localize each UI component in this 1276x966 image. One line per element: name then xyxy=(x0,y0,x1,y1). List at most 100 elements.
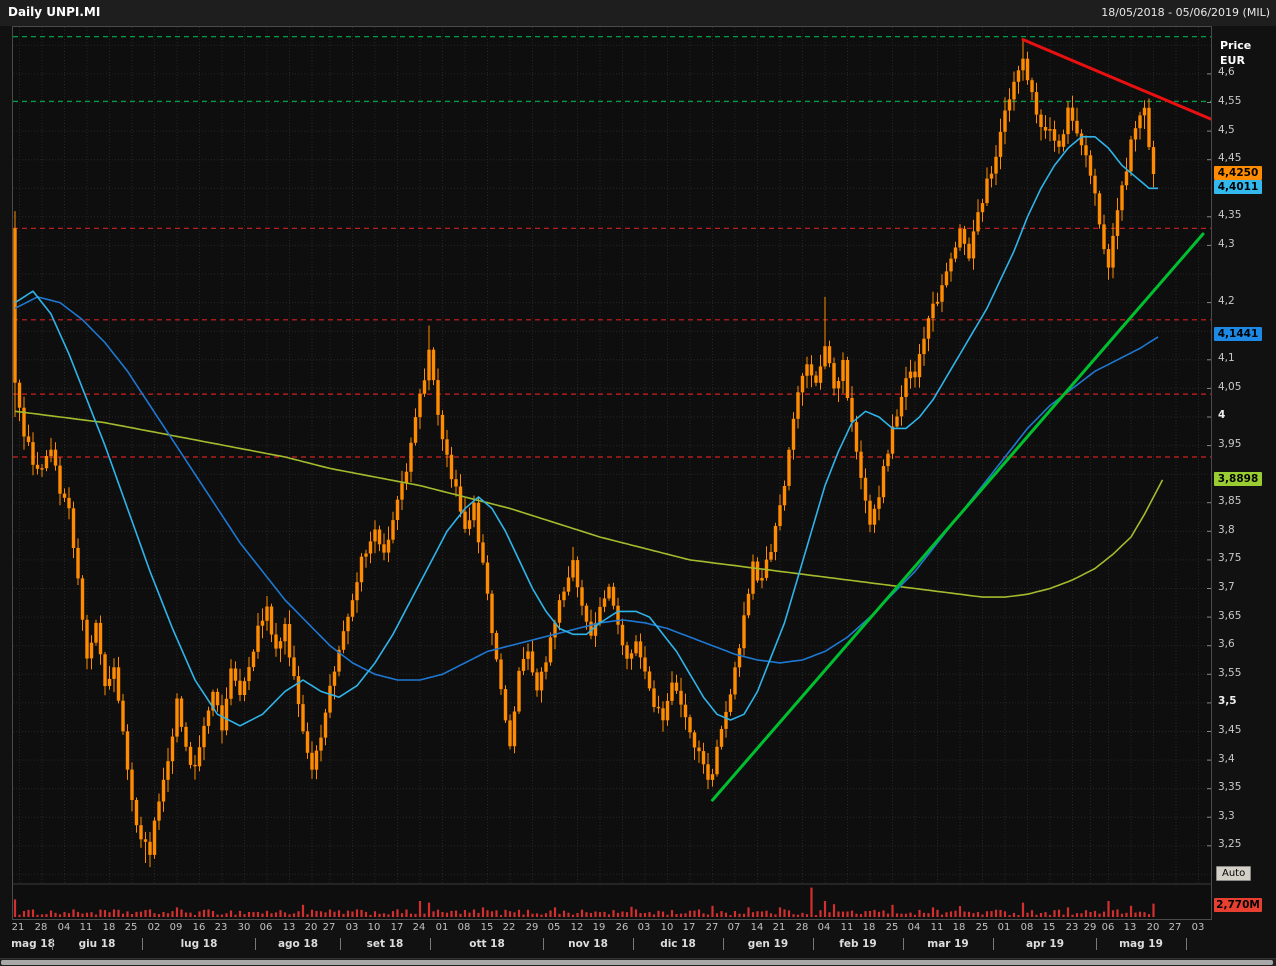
date-tick-label: 13 xyxy=(1123,922,1137,933)
price-tick-label: 4 xyxy=(1218,409,1226,421)
month-label: lug 18 xyxy=(180,938,218,950)
date-tick-label: 18 xyxy=(862,922,876,933)
month-separator xyxy=(1186,938,1187,950)
month-separator xyxy=(1096,938,1097,950)
month-separator xyxy=(142,938,143,950)
date-tick-label: 18 xyxy=(102,922,116,933)
date-tick-label: 25 xyxy=(885,922,899,933)
uptrend-line[interactable] xyxy=(711,232,1205,802)
ma-slow-badge: 3,8898 xyxy=(1214,472,1262,486)
price-tick-label: 3,4 xyxy=(1218,753,1235,765)
price-tick-label: 4,5 xyxy=(1218,124,1235,136)
date-tick-label: 03 xyxy=(1191,922,1205,933)
resistance-levels[interactable] xyxy=(13,36,1211,102)
date-tick-label: 15 xyxy=(480,922,494,933)
date-tick-label: 06 xyxy=(259,922,273,933)
scrollbar-thumb[interactable] xyxy=(1,960,1273,965)
price-tick-label: 3,7 xyxy=(1218,581,1235,593)
price-tick-label: 4,2 xyxy=(1218,295,1235,307)
price-tick-label: 3,3 xyxy=(1218,810,1235,822)
date-tick-label: 26 xyxy=(615,922,629,933)
date-tick-label: 27 xyxy=(1168,922,1182,933)
candlestick-series xyxy=(13,39,1156,868)
date-tick-label: 03 xyxy=(345,922,359,933)
date-tick-label: 21 xyxy=(11,922,25,933)
price-axis-title: Price EUR xyxy=(1220,38,1251,68)
horizontal-scrollbar[interactable] xyxy=(0,958,1276,966)
ma-slow-line xyxy=(14,410,1164,598)
month-separator xyxy=(813,938,814,950)
date-tick-label: 19 xyxy=(592,922,606,933)
ma-fast-badge: 4,4011 xyxy=(1214,180,1262,194)
date-tick-label: 24 xyxy=(412,922,426,933)
month-separator xyxy=(633,938,634,950)
date-tick-label: 06 xyxy=(1101,922,1115,933)
date-tick-label: 11 xyxy=(840,922,854,933)
date-tick-label: 04 xyxy=(817,922,831,933)
date-tick-label: 11 xyxy=(930,922,944,933)
plot-frame[interactable] xyxy=(12,26,1212,920)
downtrend-line[interactable] xyxy=(1021,38,1211,121)
month-separator xyxy=(543,938,544,950)
month-label: ago 18 xyxy=(277,938,319,950)
month-separator xyxy=(255,938,256,950)
date-tick-label: 16 xyxy=(192,922,206,933)
month-label: feb 19 xyxy=(839,938,877,950)
price-tick-label: 4,3 xyxy=(1218,238,1235,250)
month-label: gen 19 xyxy=(747,938,789,950)
price-tick-label: 4,45 xyxy=(1218,152,1242,164)
month-label: set 18 xyxy=(366,938,404,950)
price-tick-label: 4,05 xyxy=(1218,381,1242,393)
date-tick-label: 20 xyxy=(304,922,318,933)
price-tick-marks xyxy=(1207,73,1211,847)
price-tick-label: 3,5 xyxy=(1218,695,1237,707)
month-label: mag 19 xyxy=(1119,938,1163,950)
month-label: mar 19 xyxy=(927,938,969,950)
month-label: giu 18 xyxy=(78,938,116,950)
date-tick-label: 02 xyxy=(147,922,161,933)
date-tick-label: 10 xyxy=(367,922,381,933)
date-tick-label: 20 xyxy=(1146,922,1160,933)
chart-canvas[interactable] xyxy=(13,27,1211,919)
date-tick-label: 08 xyxy=(457,922,471,933)
date-tick-label: 18 xyxy=(952,922,966,933)
date-tick-label: 07 xyxy=(727,922,741,933)
date-tick-label: 23 xyxy=(1065,922,1079,933)
price-tick-label: 3,55 xyxy=(1218,667,1242,679)
price-tick-label: 3,25 xyxy=(1218,838,1242,850)
month-separator xyxy=(52,938,53,950)
month-separator xyxy=(340,938,341,950)
date-tick-label: 08 xyxy=(1020,922,1034,933)
price-tick-label: 3,75 xyxy=(1218,552,1242,564)
date-tick-label: 29 xyxy=(1083,922,1097,933)
date-tick-label: 22 xyxy=(502,922,516,933)
date-tick-label: 10 xyxy=(660,922,674,933)
date-tick-label: 29 xyxy=(525,922,539,933)
time-axis[interactable]: 21 28 04 11 18 25 02 09 16 23 30 06 13 20 27 03 10 17 24 01… xyxy=(11,919,1212,957)
date-tick-label: 01 xyxy=(435,922,449,933)
date-range-label: 18/05/2018 - 05/06/2019 (MIL) xyxy=(1101,6,1270,19)
date-tick-label: 01 xyxy=(997,922,1011,933)
support-levels[interactable] xyxy=(13,227,1211,458)
date-tick-label: 21 xyxy=(772,922,786,933)
auto-scale-button[interactable]: Auto xyxy=(1216,866,1252,881)
chart-title: Daily UNPI.MI xyxy=(8,5,101,19)
price-tick-label: 4,1 xyxy=(1218,352,1235,364)
price-tick-label: 3,85 xyxy=(1218,495,1242,507)
month-separator xyxy=(723,938,724,950)
date-tick-label: 14 xyxy=(750,922,764,933)
date-tick-label: 04 xyxy=(57,922,71,933)
price-tick-label: 3,35 xyxy=(1218,781,1242,793)
date-tick-label: 09 xyxy=(169,922,183,933)
date-tick-label: 17 xyxy=(390,922,404,933)
price-axis-title-line2: EUR xyxy=(1220,54,1245,67)
date-tick-label: 27 xyxy=(705,922,719,933)
price-tick-label: 3,65 xyxy=(1218,610,1242,622)
price-tick-label: 3,45 xyxy=(1218,724,1242,736)
price-axis[interactable]: Price EUR 4,4250 4,4011 4,1441 3,8898 Au… xyxy=(1213,26,1276,920)
month-separator xyxy=(430,938,431,950)
ma-fast-line xyxy=(14,136,1158,727)
month-label: nov 18 xyxy=(568,938,608,950)
date-tick-label: 15 xyxy=(1042,922,1056,933)
